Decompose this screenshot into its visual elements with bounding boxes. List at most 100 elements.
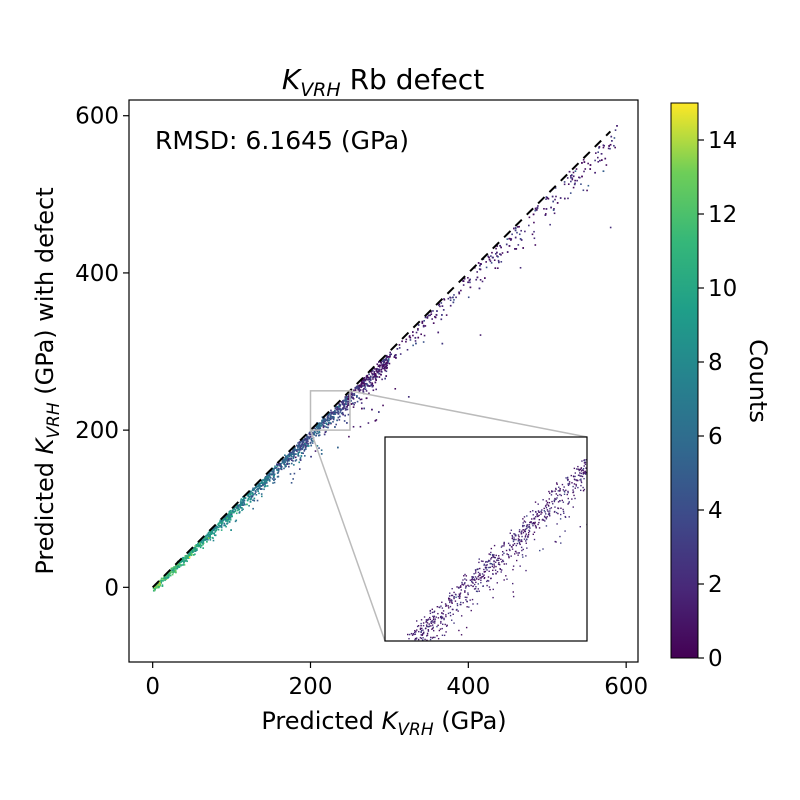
density-point: [298, 451, 301, 453]
inset-point: [471, 598, 474, 601]
inset-point: [454, 600, 457, 602]
density-point: [192, 548, 194, 551]
inset-point: [563, 493, 566, 495]
density-point: [382, 364, 385, 366]
density-point: [345, 395, 348, 398]
density-point: [545, 196, 548, 198]
inset-point: [554, 540, 556, 543]
density-point: [298, 461, 301, 464]
inset-point: [436, 635, 438, 637]
inset-point: [451, 608, 454, 611]
density-point: [188, 555, 191, 558]
density-point: [299, 449, 302, 451]
inset-point: [431, 637, 434, 639]
density-point: [284, 456, 287, 459]
density-point: [209, 537, 211, 540]
density-point: [372, 373, 375, 376]
density-point: [380, 361, 382, 364]
inset-point: [518, 539, 521, 541]
density-point: [257, 483, 260, 486]
inset-point: [546, 501, 549, 504]
inset-point: [445, 614, 447, 616]
inset-point: [405, 670, 406, 671]
density-point: [574, 182, 576, 185]
density-point: [532, 213, 535, 216]
inset-point: [516, 552, 518, 554]
density-point: [385, 375, 388, 377]
density-point: [598, 146, 601, 148]
density-point: [226, 519, 229, 522]
density-point: [452, 301, 455, 304]
density-point: [369, 376, 372, 379]
inset-point: [545, 525, 548, 527]
inset-point: [483, 577, 485, 580]
inset-point: [494, 561, 497, 563]
inset-point: [470, 580, 473, 583]
inset-point: [567, 503, 569, 505]
inset-point: [583, 465, 585, 467]
inset-point: [579, 468, 582, 471]
density-point: [327, 413, 329, 416]
density-point: [340, 412, 343, 415]
density-point: [371, 382, 374, 385]
density-point: [260, 488, 262, 490]
inset-point: [431, 620, 433, 622]
density-point: [330, 415, 332, 418]
density-point: [157, 583, 160, 586]
density-point: [307, 445, 310, 447]
density-point: [169, 572, 172, 574]
inset-point: [557, 507, 560, 510]
density-point: [330, 412, 333, 415]
inset-point: [555, 493, 557, 495]
density-point: [335, 408, 338, 411]
density-point: [238, 504, 241, 507]
inset-point: [447, 607, 450, 609]
density-point: [534, 244, 537, 246]
inset-point: [403, 666, 404, 667]
inset-point: [518, 541, 521, 544]
inset-point: [513, 538, 515, 541]
density-point: [378, 411, 380, 413]
inset-point: [483, 574, 485, 576]
density-point: [383, 361, 386, 363]
density-point: [600, 152, 603, 155]
density-point: [189, 553, 192, 556]
density-point: [516, 231, 518, 234]
inset-point: [427, 626, 429, 628]
density-point: [229, 511, 231, 513]
density-point: [284, 458, 287, 461]
inset-point: [392, 684, 393, 685]
inset-point: [466, 596, 468, 599]
inset-point: [566, 493, 568, 496]
inset-point: [512, 540, 515, 543]
density-point: [308, 431, 311, 434]
inset-point: [559, 493, 561, 496]
density-point: [484, 277, 486, 279]
inset-point: [534, 501, 537, 503]
inset-point: [576, 479, 578, 482]
density-point: [283, 463, 285, 465]
density-point: [318, 426, 321, 428]
density-point: [356, 400, 359, 403]
inset-point: [491, 554, 494, 557]
inset-point: [510, 555, 512, 557]
density-point: [317, 432, 320, 434]
inset-point: [492, 573, 494, 575]
density-point: [347, 395, 350, 398]
density-point: [284, 464, 287, 467]
density-point: [280, 465, 283, 468]
density-point: [383, 362, 385, 364]
inset-point: [520, 533, 523, 535]
inset-point: [485, 561, 487, 563]
density-point: [407, 396, 410, 398]
inset-point: [434, 622, 436, 624]
density-point: [443, 298, 445, 300]
density-point: [556, 202, 559, 204]
inset-point: [423, 631, 425, 634]
density-point: [497, 267, 499, 269]
inset-point: [533, 518, 535, 520]
y-tick-label: 400: [75, 261, 119, 287]
inset-point: [432, 621, 434, 624]
inset-point: [538, 514, 540, 517]
density-point: [362, 389, 364, 391]
